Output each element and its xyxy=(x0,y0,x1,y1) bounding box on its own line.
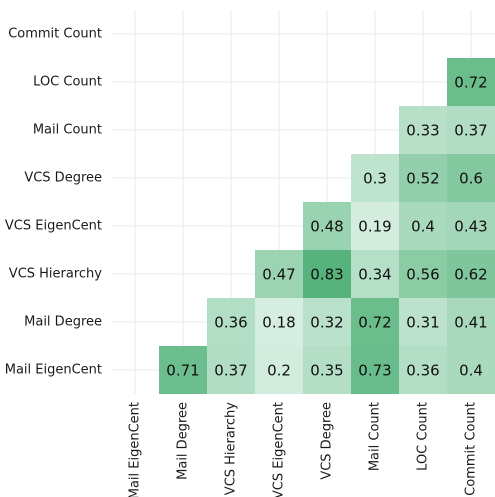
heatmap-cell xyxy=(447,154,495,202)
x-tick-label: Commit Count xyxy=(464,402,479,496)
heatmap-cell xyxy=(399,154,447,202)
cell-label: 0.36 xyxy=(406,362,439,380)
heatmap-cell xyxy=(399,250,447,298)
cell-label: 0.36 xyxy=(214,314,247,332)
x-tick-label: VCS Degree xyxy=(320,402,335,480)
heatmap-cell xyxy=(303,250,351,298)
heatmap-cell xyxy=(255,346,303,394)
y-tick-label: Mail Degree xyxy=(24,315,102,330)
x-tick-label: Mail Count xyxy=(368,402,383,471)
x-tick-label: Mail Degree xyxy=(176,402,191,480)
heatmap-cell xyxy=(399,202,447,250)
cell-label: 0.4 xyxy=(411,218,435,236)
cell-label: 0.41 xyxy=(454,314,487,332)
heatmap-cell xyxy=(447,298,495,346)
heatmap-cell xyxy=(159,346,207,394)
heatmap-cell xyxy=(399,346,447,394)
cell-label: 0.83 xyxy=(310,266,343,284)
x-tick-label: Mail EigenCent xyxy=(128,402,143,497)
heatmap-cell xyxy=(303,298,351,346)
cell-label: 0.4 xyxy=(459,362,483,380)
cell-label: 0.35 xyxy=(310,362,343,380)
cell-label: 0.43 xyxy=(454,218,487,236)
heatmap-cell xyxy=(351,154,399,202)
cell-label: 0.72 xyxy=(454,74,487,92)
heatmap-cell xyxy=(447,346,495,394)
x-tick-label: VCS EigenCent xyxy=(272,402,287,497)
heatmap-cell xyxy=(303,346,351,394)
heatmap-cell xyxy=(351,250,399,298)
heatmap-cell xyxy=(447,106,495,154)
cell-label: 0.34 xyxy=(358,266,391,284)
y-tick-label: VCS EigenCent xyxy=(5,219,102,234)
cell-label: 0.18 xyxy=(262,314,295,332)
cell-label: 0.31 xyxy=(406,314,439,332)
x-tick-label: LOC Count xyxy=(416,402,431,471)
cell-label: 0.37 xyxy=(454,122,487,140)
heatmap-cell xyxy=(207,346,255,394)
y-tick-label: VCS Hierarchy xyxy=(9,267,102,282)
cell-label: 0.37 xyxy=(214,362,247,380)
cell-label: 0.32 xyxy=(310,314,343,332)
cell-label: 0.19 xyxy=(358,218,391,236)
cell-label: 0.2 xyxy=(267,362,291,380)
cell-label: 0.62 xyxy=(454,266,487,284)
heatmap-cell xyxy=(351,202,399,250)
y-tick-label: Commit Count xyxy=(8,27,102,42)
cell-label: 0.73 xyxy=(358,362,391,380)
heatmap-cell xyxy=(351,346,399,394)
cell-label: 0.48 xyxy=(310,218,343,236)
heatmap-cell xyxy=(447,202,495,250)
heatmap-cell xyxy=(255,298,303,346)
y-tick-label: VCS Degree xyxy=(24,171,102,186)
cell-label: 0.3 xyxy=(363,170,387,188)
cell-label: 0.33 xyxy=(406,122,439,140)
heatmap-cell xyxy=(447,250,495,298)
y-tick-label: LOC Count xyxy=(33,75,102,90)
heatmap-cell xyxy=(207,298,255,346)
heatmap-cell xyxy=(399,298,447,346)
y-tick-label: Mail Count xyxy=(33,123,102,138)
cell-label: 0.56 xyxy=(406,266,439,284)
heatmap-cell xyxy=(255,250,303,298)
cell-label: 0.72 xyxy=(358,314,391,332)
heatmap-cell xyxy=(447,58,495,106)
cell-label: 0.52 xyxy=(406,170,439,188)
heatmap-cell xyxy=(351,298,399,346)
heatmap-cell xyxy=(303,202,351,250)
cell-label: 0.71 xyxy=(166,362,199,380)
y-tick-label: Mail EigenCent xyxy=(5,363,102,378)
cell-label: 0.47 xyxy=(262,266,295,284)
heatmap-cell xyxy=(399,106,447,154)
x-tick-label: VCS Hierarchy xyxy=(224,402,239,495)
cell-label: 0.6 xyxy=(459,170,483,188)
